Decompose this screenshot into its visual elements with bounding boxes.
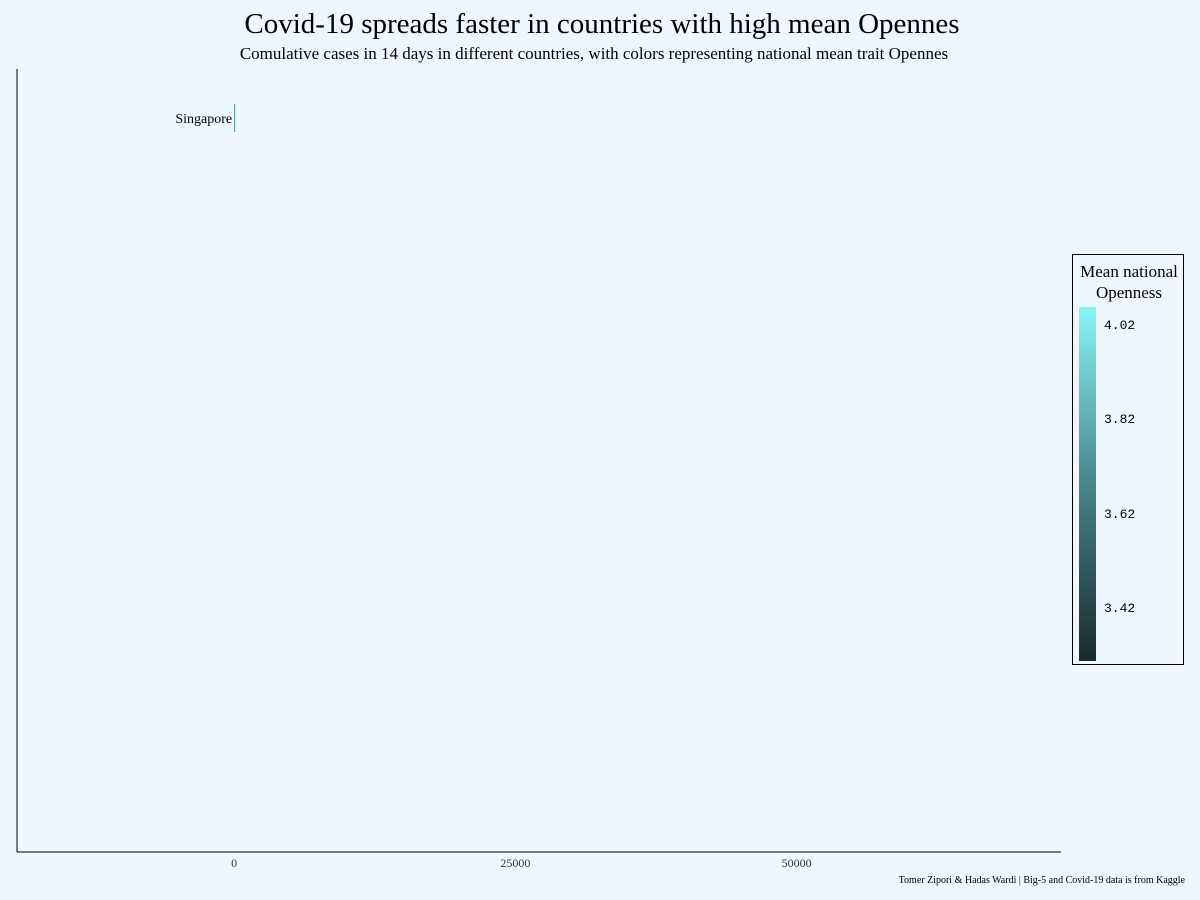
chart-caption: Tomer Zipori & Hadas Wardi | Big-5 and C… — [898, 875, 1185, 886]
x-tick-label: 0 — [231, 856, 237, 870]
x-tick-label: 25000 — [500, 856, 530, 870]
legend-title: Mean national Openness — [1080, 262, 1178, 302]
bar — [234, 104, 236, 132]
bars — [234, 104, 236, 132]
legend-tick-label: 3.82 — [1104, 412, 1136, 428]
chart-subtitle: Comulative cases in 14 days in different… — [239, 44, 949, 63]
legend-tick-label: 3.42 — [1104, 601, 1136, 617]
chart-title: Covid-19 spreads faster in countries wit… — [244, 8, 960, 40]
x-tick-label: 50000 — [782, 856, 812, 870]
x-axis-ticks: 0 25000 50000 — [231, 856, 812, 870]
legend-colorbar — [1079, 307, 1096, 661]
legend-tick-label: 3.62 — [1104, 506, 1136, 522]
bar-label: Singapore — [175, 112, 232, 127]
category-labels: Singapore — [175, 112, 232, 127]
axes — [16, 69, 1061, 853]
legend-tick-label: 4.02 — [1104, 317, 1136, 333]
color-legend: Mean national Openness 4.02 3.82 3.62 3.42 — [1072, 254, 1184, 665]
